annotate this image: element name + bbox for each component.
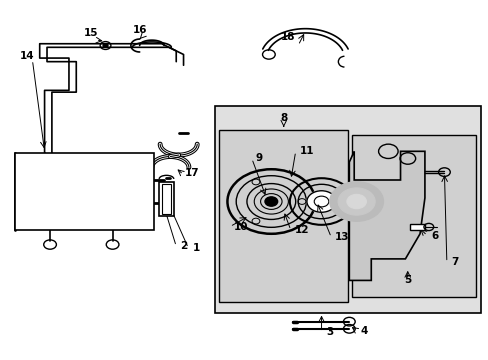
Text: 7: 7 xyxy=(450,257,457,267)
Circle shape xyxy=(306,191,335,212)
Circle shape xyxy=(264,197,277,206)
Text: 10: 10 xyxy=(233,222,248,231)
Text: 16: 16 xyxy=(132,25,146,35)
Text: 3: 3 xyxy=(326,327,333,337)
Circle shape xyxy=(337,188,374,215)
Text: 17: 17 xyxy=(184,168,199,178)
Bar xyxy=(219,130,347,302)
Polygon shape xyxy=(348,151,424,280)
Bar xyxy=(159,182,173,216)
Text: 11: 11 xyxy=(299,146,313,156)
Text: 14: 14 xyxy=(20,51,35,61)
Bar xyxy=(15,153,154,230)
Bar xyxy=(161,184,171,214)
Text: 15: 15 xyxy=(83,28,98,39)
Bar xyxy=(409,224,424,230)
Bar xyxy=(351,135,475,297)
Text: 13: 13 xyxy=(334,232,349,242)
Text: 4: 4 xyxy=(360,325,367,336)
Text: 5: 5 xyxy=(403,275,410,285)
Text: 1: 1 xyxy=(192,243,199,253)
Text: 18: 18 xyxy=(281,32,295,42)
Text: 2: 2 xyxy=(180,241,187,251)
Text: 6: 6 xyxy=(430,231,438,240)
Circle shape xyxy=(329,182,383,221)
Circle shape xyxy=(103,44,108,47)
Circle shape xyxy=(346,194,366,209)
Text: 9: 9 xyxy=(255,153,263,163)
Text: 12: 12 xyxy=(294,225,308,235)
Text: 8: 8 xyxy=(280,113,287,123)
Bar xyxy=(215,107,480,313)
